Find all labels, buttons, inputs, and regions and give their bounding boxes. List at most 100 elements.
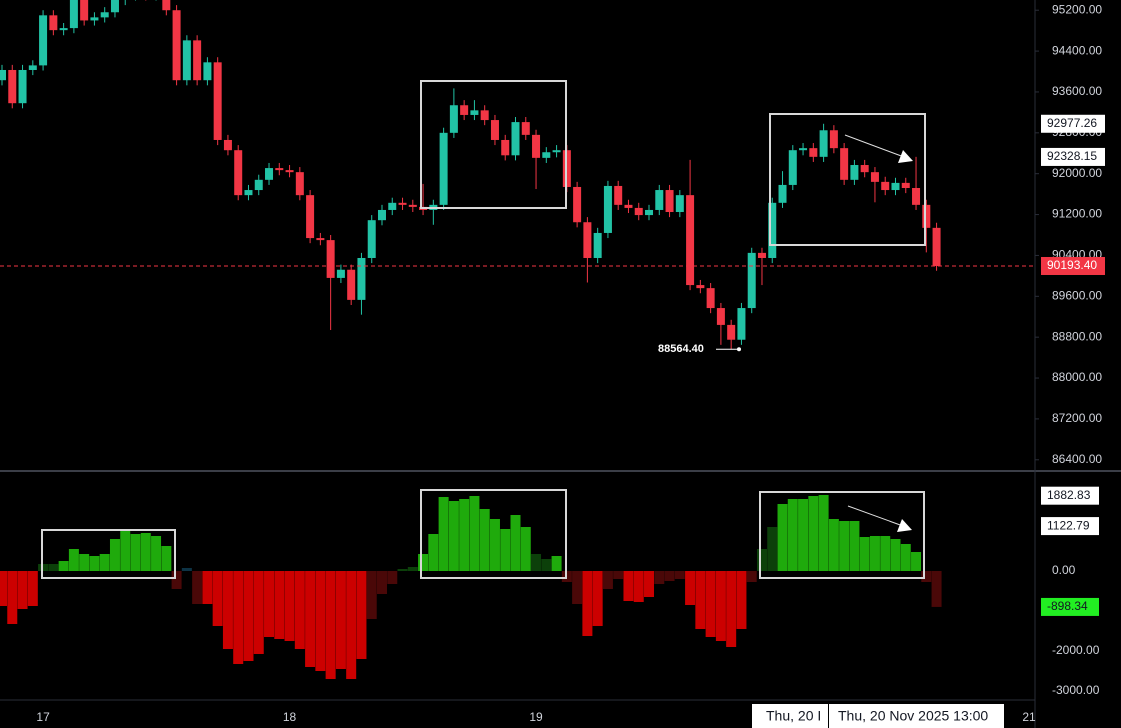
y-tick-label: 93600.00	[1052, 84, 1102, 98]
x-tick-label: 17	[36, 710, 50, 724]
low-label: 88564.40	[658, 343, 704, 355]
histogram-bar	[79, 554, 90, 571]
candle-body	[829, 130, 838, 149]
candle-body	[49, 15, 58, 31]
histogram-bar	[777, 504, 788, 571]
candle-body	[583, 222, 592, 258]
crosshair-label: Thu, 20 I	[766, 708, 821, 724]
axis-label: 92977.26	[1047, 116, 1097, 130]
y-tick-label: 88800.00	[1052, 329, 1102, 343]
candle-body	[295, 172, 304, 196]
histogram-bar	[253, 571, 264, 654]
candle-body	[511, 122, 520, 156]
candle-body	[326, 240, 335, 278]
candle-body	[439, 132, 448, 205]
histogram-bar	[181, 568, 192, 571]
histogram-bar	[839, 521, 850, 571]
candle-body	[593, 232, 602, 258]
histogram-bar	[161, 546, 172, 571]
histogram-bar	[890, 539, 901, 571]
candle-body	[90, 17, 99, 21]
axis-label-box	[1041, 597, 1099, 616]
candle-body	[542, 152, 551, 158]
candle-body	[408, 204, 417, 207]
arrow-line	[847, 505, 904, 527]
histogram-bar	[38, 564, 49, 571]
highlight-box	[41, 529, 176, 579]
histogram-bar	[27, 571, 38, 606]
histogram-bar	[859, 537, 870, 571]
histogram-bar	[212, 571, 223, 626]
y-tick-label: 95200.00	[1052, 2, 1102, 16]
candle-body	[840, 148, 849, 180]
histogram-bar	[531, 554, 542, 571]
histogram-bar	[366, 571, 377, 619]
histogram-bar	[633, 571, 644, 602]
candle-body	[521, 122, 530, 135]
low-dot	[737, 347, 741, 352]
candle-body	[265, 168, 274, 180]
candle-body	[501, 139, 510, 156]
histogram-bar	[68, 549, 79, 571]
histogram-bar	[685, 571, 696, 605]
histogram-bar	[900, 544, 911, 571]
candle-body	[870, 172, 879, 182]
axis-label-box	[1041, 517, 1099, 536]
candle-body	[675, 195, 684, 213]
candle-body	[162, 0, 171, 11]
candle-body	[747, 252, 756, 309]
histogram-bar	[7, 571, 18, 624]
candle-body	[234, 150, 243, 196]
candle-body	[172, 10, 181, 81]
candle-body	[470, 110, 479, 115]
histogram-bar	[746, 571, 757, 582]
candle-body	[490, 120, 499, 140]
candle-body	[552, 150, 561, 153]
histogram-bar	[931, 571, 942, 607]
axis-label-box	[1041, 147, 1105, 166]
candle-body	[59, 28, 68, 31]
candle-body	[80, 0, 89, 21]
histogram-bar	[715, 571, 726, 641]
candle-body	[377, 209, 386, 221]
y-tick-label: 87200.00	[1052, 411, 1102, 425]
histogram-bar	[99, 554, 110, 571]
histogram-bar	[305, 571, 316, 667]
drawings	[41, 80, 926, 579]
histogram-bar	[397, 569, 408, 571]
histogram-bar	[264, 571, 275, 637]
candle-body	[809, 148, 818, 157]
candle-body	[254, 179, 263, 191]
histogram-bar	[89, 556, 100, 571]
candle-body	[306, 195, 315, 239]
candle-body	[614, 185, 623, 205]
candle-body	[850, 165, 859, 180]
histogram-bar	[387, 571, 398, 584]
histogram-bar	[222, 571, 233, 649]
candle-body	[716, 308, 725, 325]
histogram-bar	[623, 571, 634, 601]
candle-body	[480, 110, 489, 121]
histogram-bar	[921, 571, 932, 582]
axis-label: 92328.15	[1047, 149, 1097, 163]
candle-body	[203, 62, 212, 81]
candle-body	[182, 40, 191, 81]
candle-body	[665, 190, 674, 213]
y-tick-label: -3000.00	[1052, 683, 1100, 697]
candle-body	[634, 207, 643, 216]
histogram-bar	[356, 571, 367, 659]
candle-body	[686, 195, 695, 286]
histogram-bar	[407, 567, 418, 571]
histogram-bar	[346, 571, 357, 679]
y-tick-label: 88000.00	[1052, 370, 1102, 384]
histogram-bar	[869, 536, 880, 571]
candle-body	[799, 148, 808, 151]
y-tick-label: 92000.00	[1052, 166, 1102, 180]
crosshair-box	[752, 704, 828, 728]
candle-body	[193, 40, 202, 81]
candle-body	[285, 170, 294, 173]
candle-body	[706, 288, 715, 309]
x-tick-label: 18	[283, 710, 297, 724]
